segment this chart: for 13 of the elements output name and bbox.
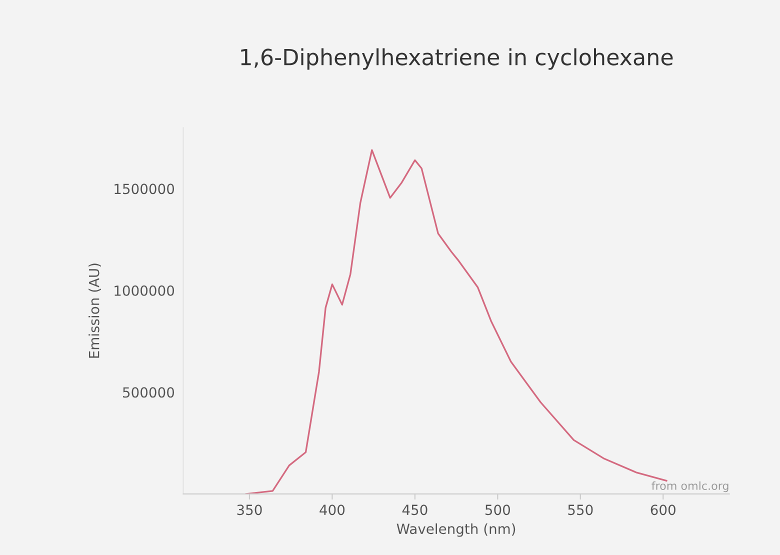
x-tick-label: 500 [485,504,510,516]
x-tick-label: 550 [568,504,593,516]
x-tick-label: 450 [402,504,428,516]
chart-title: 1,6-Diphenylhexatriene in cyclohexane [241,48,673,70]
x-tick-label: 600 [650,504,676,516]
y-tick-label: 500000 [123,387,174,398]
x-axis-title: Wavelength (nm) [396,523,516,537]
x-tick-label: 400 [320,504,345,516]
y-tick-label: 1000000 [114,285,174,296]
y-tick-label: 1500000 [114,184,174,194]
annotation: from omlc.org [652,481,728,492]
y-axis-title: Emission (AU) [88,264,101,358]
x-tick-label: 350 [237,504,262,516]
